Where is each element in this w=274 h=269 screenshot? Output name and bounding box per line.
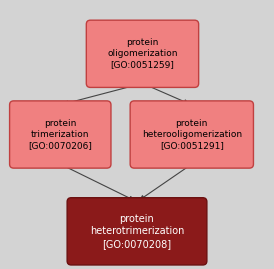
FancyBboxPatch shape [130, 101, 253, 168]
Text: protein
heterotrimerization
[GO:0070208]: protein heterotrimerization [GO:0070208] [90, 214, 184, 249]
Text: protein
oligomerization
[GO:0051259]: protein oligomerization [GO:0051259] [107, 38, 178, 69]
FancyBboxPatch shape [10, 101, 111, 168]
Text: protein
trimerization
[GO:0070206]: protein trimerization [GO:0070206] [28, 119, 92, 150]
FancyBboxPatch shape [67, 198, 207, 265]
Text: protein
heterooligomerization
[GO:0051291]: protein heterooligomerization [GO:005129… [142, 119, 242, 150]
FancyBboxPatch shape [86, 20, 199, 87]
